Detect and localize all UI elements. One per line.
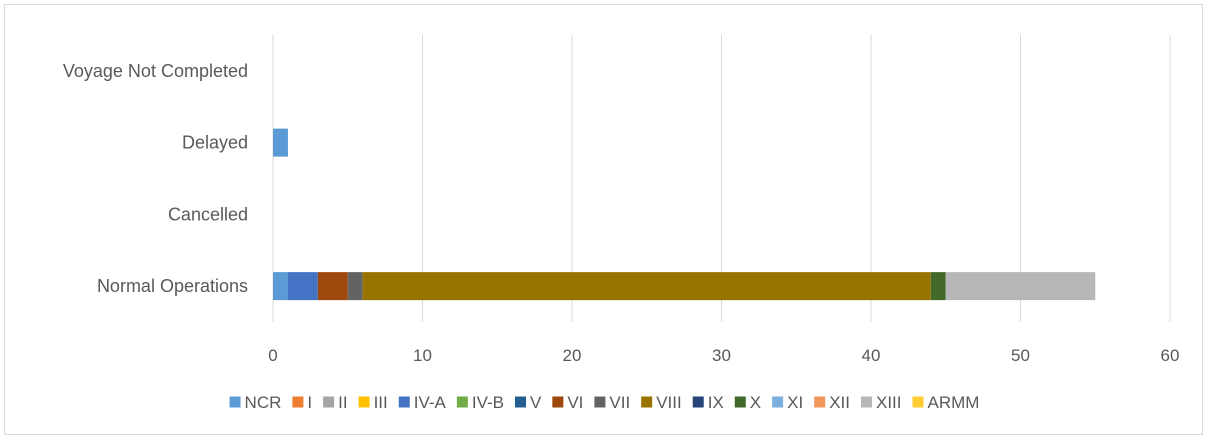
legend-label: ARMM: [928, 393, 980, 412]
legend-label: IV-A: [414, 393, 447, 412]
bar-segment: [930, 272, 946, 301]
legend-swatch: [515, 396, 526, 408]
legend: NCR I II III IV-A IV-B V VI VII VIII IX X XI XII XIII A…: [229, 393, 980, 412]
x-tick-label: 30: [712, 346, 731, 365]
category-label: Delayed: [182, 133, 248, 153]
legend-swatch: [358, 396, 370, 408]
legend-label: II: [338, 393, 347, 412]
legend-swatch: [641, 396, 653, 408]
bar-segment: [945, 272, 1096, 301]
legend-swatch: [594, 396, 606, 408]
legend-label: XIII: [876, 393, 902, 412]
x-tick-label: 50: [1011, 346, 1030, 365]
x-tick-label: 0: [268, 346, 277, 365]
legend-swatch: [734, 396, 746, 408]
legend-label: III: [374, 393, 388, 412]
legend-swatch: [292, 396, 304, 408]
x-tick-label: 10: [413, 346, 432, 365]
legend-label: IX: [708, 393, 724, 412]
legend-label: IV-B: [472, 393, 504, 412]
legend-swatch: [814, 396, 826, 408]
legend-label: VI: [567, 393, 583, 412]
bars: [273, 128, 1096, 301]
legend-label: VIII: [656, 393, 682, 412]
x-tick-label: 20: [563, 346, 582, 365]
bar-segment: [347, 272, 363, 301]
legend-label: NCR: [245, 393, 282, 412]
legend-swatch: [398, 396, 410, 408]
legend-label: VII: [609, 393, 630, 412]
bar-segment: [273, 272, 288, 301]
legend-label: XI: [787, 393, 803, 412]
legend-swatch: [456, 396, 468, 408]
x-tick-label: 40: [862, 346, 881, 365]
legend-swatch: [692, 396, 704, 408]
bar-segment: [362, 272, 931, 301]
legend-label: XII: [829, 393, 850, 412]
category-labels: Normal Operations Cancelled Delayed Voyage …: [63, 61, 248, 296]
category-label: Cancelled: [168, 204, 248, 224]
legend-swatch: [552, 396, 564, 408]
legend-swatch: [860, 396, 872, 408]
legend-swatch: [912, 396, 924, 408]
legend-label: I: [307, 393, 312, 412]
legend-swatch: [772, 396, 784, 408]
x-tick-label: 60: [1161, 346, 1180, 365]
bar-segment: [273, 128, 288, 157]
legend-swatch: [229, 396, 241, 408]
chart-frame: [4, 4, 1203, 435]
bar-segment: [317, 272, 348, 301]
category-label: Voyage Not Completed: [63, 61, 248, 81]
legend-swatch: [323, 396, 335, 408]
bar-segment: [287, 272, 318, 301]
category-label: Normal Operations: [97, 276, 248, 296]
legend-label: X: [750, 393, 761, 412]
legend-label: V: [530, 393, 542, 412]
x-axis-tick-labels: 0 10 20 30 40 50 60: [268, 346, 1179, 365]
